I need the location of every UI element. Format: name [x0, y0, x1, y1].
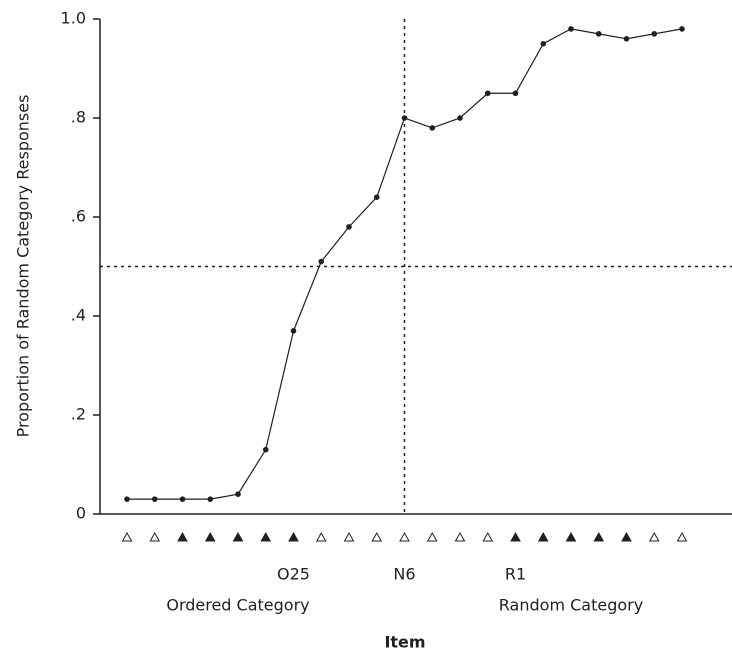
point — [235, 491, 241, 498]
y-tick-label: 0 — [76, 504, 86, 523]
item-marker — [537, 531, 549, 542]
point — [457, 115, 463, 121]
item-marker — [315, 531, 327, 542]
point — [290, 328, 297, 334]
item-marker — [676, 531, 688, 542]
point — [623, 36, 630, 42]
y-tick-label: .6 — [71, 207, 86, 226]
item-marker — [149, 531, 161, 542]
item-marker — [648, 531, 660, 542]
item-marker — [510, 531, 521, 542]
point — [484, 90, 491, 97]
point — [651, 31, 658, 37]
y-tick-label: 1.0 — [61, 9, 86, 28]
y-tick-label: .2 — [71, 405, 86, 424]
point — [595, 31, 602, 37]
point — [540, 40, 547, 47]
point — [346, 224, 352, 230]
point — [179, 496, 186, 502]
point — [318, 258, 325, 265]
point — [429, 125, 436, 131]
point — [373, 194, 380, 200]
item-marker — [343, 531, 355, 542]
point — [151, 496, 158, 502]
y-tick-label: .8 — [71, 108, 86, 127]
item-marker — [371, 531, 383, 542]
item-marker — [621, 531, 632, 542]
y-axis-label: Proportion of Random Category Responses — [14, 95, 33, 438]
item-marker — [482, 531, 494, 542]
x-axis-label: Item — [384, 633, 425, 652]
x-tick-label: O25 — [277, 565, 310, 584]
point — [401, 115, 408, 121]
item-marker — [177, 531, 188, 542]
item-marker — [204, 531, 216, 542]
item-marker — [260, 531, 272, 542]
point — [262, 446, 269, 453]
item-marker — [565, 531, 577, 542]
point — [207, 496, 214, 502]
item-marker — [454, 531, 466, 542]
item-marker — [121, 531, 133, 542]
point — [512, 90, 519, 97]
item-marker — [593, 531, 605, 542]
group-label: Random Category — [499, 596, 643, 615]
item-marker — [232, 531, 244, 542]
item-marker — [426, 531, 438, 542]
y-tick-label: .4 — [71, 306, 86, 325]
x-tick-label: R1 — [505, 565, 526, 584]
point — [679, 26, 685, 32]
point — [124, 496, 130, 502]
point — [568, 26, 574, 32]
group-label: Ordered Category — [166, 596, 309, 615]
item-marker — [399, 531, 410, 542]
item-marker — [288, 531, 299, 542]
x-tick-label: N6 — [393, 565, 415, 584]
